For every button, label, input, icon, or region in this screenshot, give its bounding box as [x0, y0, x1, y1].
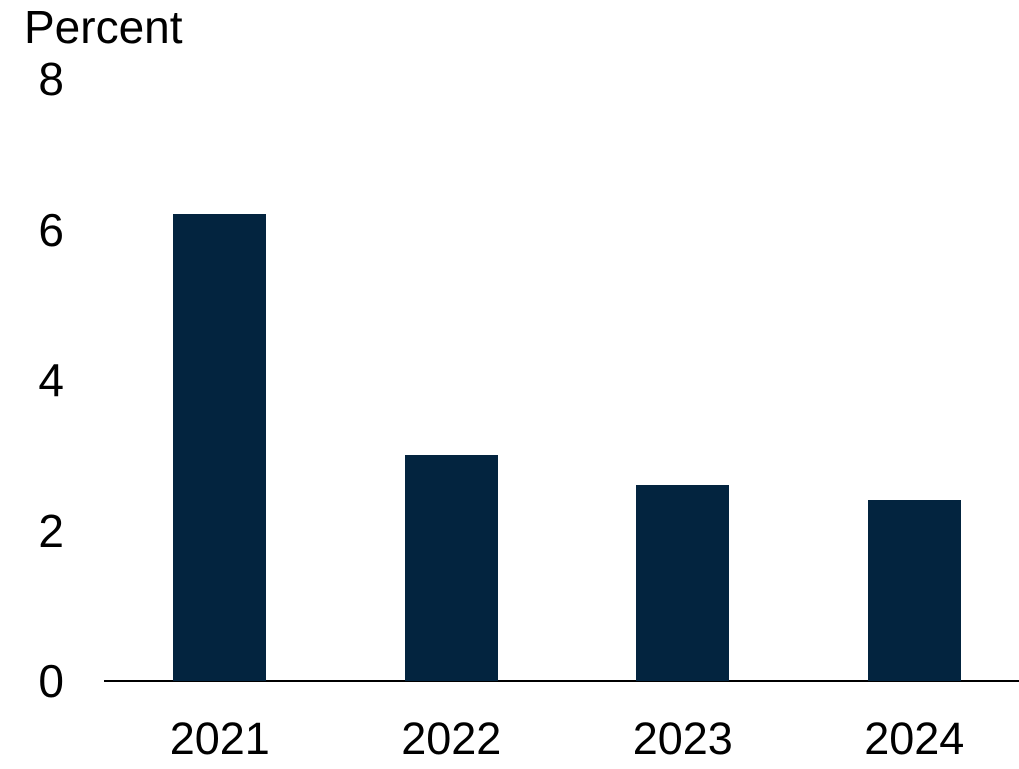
bar-2023: [636, 485, 730, 681]
x-tick-label: 2024: [864, 713, 965, 764]
y-tick-label: 8: [38, 53, 64, 105]
x-tick-label: 2022: [401, 713, 502, 764]
y-tick-label: 2: [38, 504, 64, 557]
x-tick-label: 2023: [632, 713, 733, 764]
bar-2022: [404, 455, 498, 681]
x-tick-label: 2021: [169, 713, 270, 764]
y-tick-label: 6: [38, 203, 64, 256]
y-tick-label: 0: [38, 655, 64, 707]
bar-2024: [867, 500, 961, 681]
y-axis-unit-label: Percent: [24, 1, 183, 53]
x-axis-line: [104, 680, 1019, 682]
y-tick-label: 4: [38, 354, 64, 406]
bar-2021: [173, 214, 267, 681]
